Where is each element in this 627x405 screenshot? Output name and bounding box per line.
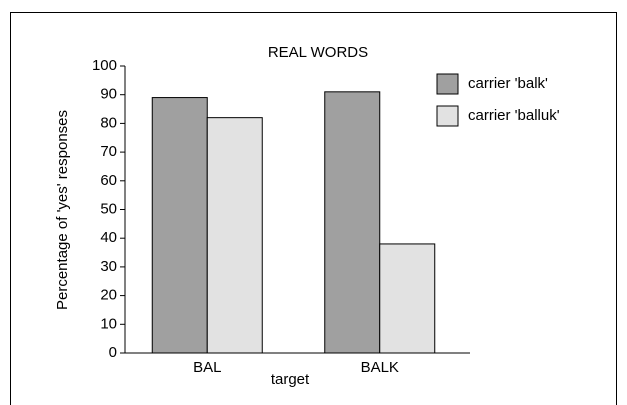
bar (324, 91, 381, 354)
legend-swatch (436, 73, 459, 95)
y-tick-label: 100 (92, 57, 117, 74)
legend-label: carrier 'balk' (468, 75, 548, 92)
frame (10, 12, 617, 405)
y-tick-label: 80 (100, 114, 117, 131)
bar (379, 243, 436, 354)
y-tick-label: 60 (100, 172, 117, 189)
legend-label: carrier 'balluk' (468, 107, 560, 124)
bar (151, 97, 208, 354)
y-tick-label: 20 (100, 287, 117, 304)
y-tick-label: 50 (100, 200, 117, 217)
y-tick-label: 90 (100, 86, 117, 103)
y-tick-label: 30 (100, 258, 117, 275)
bar (206, 117, 263, 354)
x-tick-label: BALK (361, 359, 399, 376)
y-tick-label: 40 (100, 229, 117, 246)
y-tick-label: 70 (100, 143, 117, 160)
chart-title: REAL WORDS (268, 44, 368, 61)
y-tick-label: 0 (109, 344, 117, 361)
y-axis-label: Percentage of 'yes' responses (54, 110, 71, 310)
x-axis-label: target (271, 371, 310, 388)
legend-swatch (436, 105, 459, 127)
y-tick-label: 10 (100, 315, 117, 332)
x-tick-label: BAL (193, 359, 221, 376)
